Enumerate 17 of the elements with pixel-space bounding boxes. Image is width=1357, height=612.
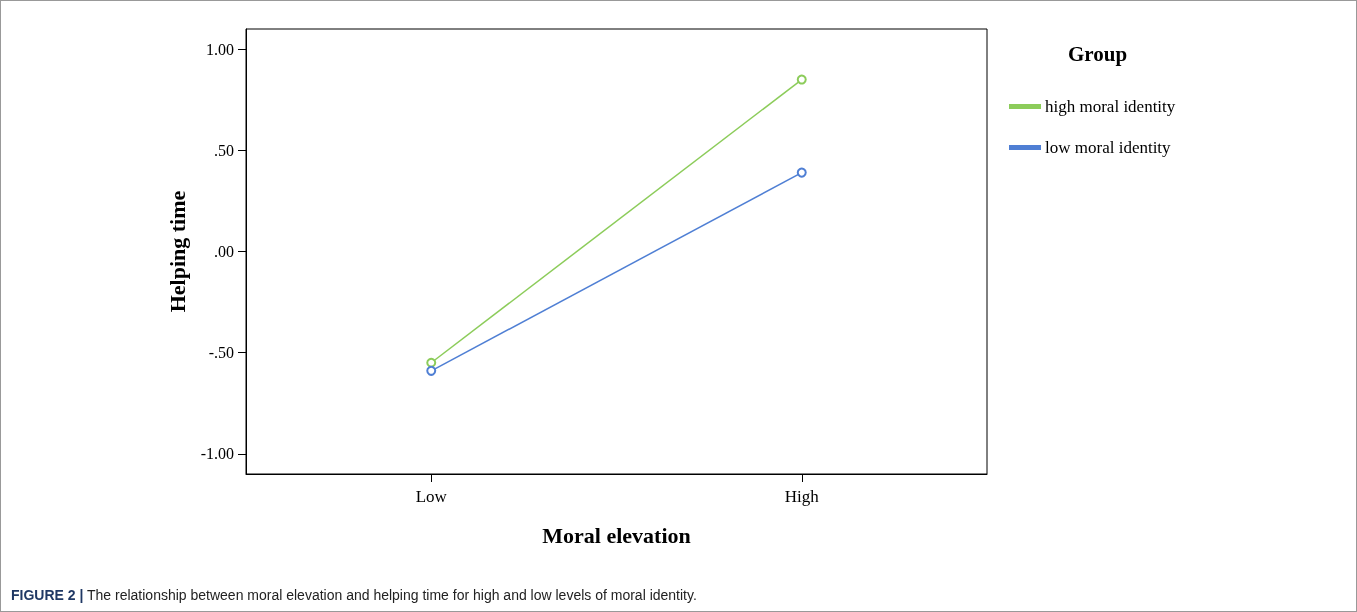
y-tick-label: 1.00: [206, 40, 234, 58]
point: [796, 74, 807, 85]
point: [426, 357, 437, 368]
point: [426, 365, 437, 376]
caption: FIGURE 2 | The relationship between moral elevation and helping time for high and low levels of moral identity.: [11, 587, 697, 603]
x-tick-label: High: [784, 487, 820, 506]
y-axis-title: Helping time: [164, 190, 190, 313]
y-tick-label: .00: [214, 243, 234, 260]
y-tick-label: -.50: [208, 344, 234, 362]
y-tick-label: -1.00: [200, 445, 234, 463]
x-tick-label: Low: [415, 487, 448, 506]
x-axis-title: Moral elevation: [542, 522, 691, 548]
legend-title: Group: [1068, 41, 1128, 66]
legend-label: low moral identity: [1045, 138, 1172, 157]
y-tick-label: .50: [214, 141, 234, 159]
point: [796, 167, 807, 178]
legend-label: high moral identity: [1045, 97, 1176, 116]
